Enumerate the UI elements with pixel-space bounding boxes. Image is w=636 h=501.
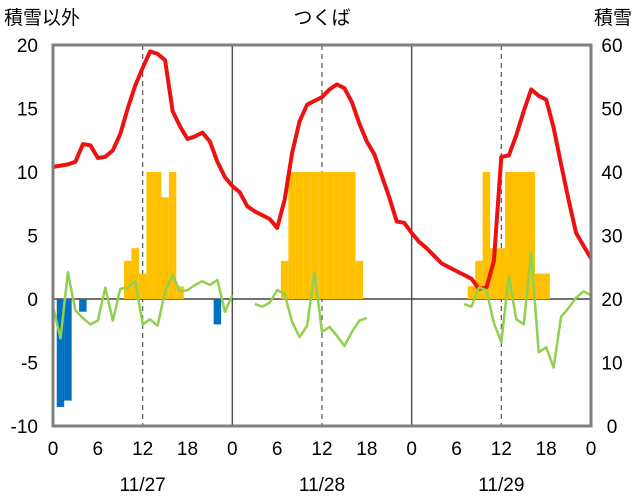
bar bbox=[138, 273, 147, 299]
x-tick-label: 0 bbox=[227, 439, 238, 460]
right-tick-label: 50 bbox=[601, 100, 622, 121]
left-tick-label: -5 bbox=[21, 354, 38, 375]
bar-series bbox=[56, 172, 550, 407]
left-tick-label: 5 bbox=[27, 227, 38, 248]
bar bbox=[542, 273, 550, 299]
bar bbox=[79, 299, 87, 312]
bar bbox=[56, 299, 65, 407]
day-label: 11/29 bbox=[478, 475, 524, 496]
x-tick-label: 0 bbox=[586, 439, 597, 460]
right-tick-label: 20 bbox=[601, 290, 622, 311]
bar bbox=[348, 172, 356, 299]
bar bbox=[64, 299, 72, 401]
bar bbox=[213, 299, 222, 325]
bar bbox=[355, 260, 364, 299]
x-tick-label: 12 bbox=[311, 439, 332, 460]
bar bbox=[475, 260, 483, 299]
x-tick-label: 12 bbox=[491, 439, 512, 460]
x-tick-label: 18 bbox=[536, 439, 557, 460]
right-tick-label: 40 bbox=[601, 163, 622, 184]
bar bbox=[161, 197, 169, 299]
bar bbox=[505, 172, 513, 299]
x-tick-label: 18 bbox=[356, 439, 377, 460]
day-label: 11/27 bbox=[120, 475, 166, 496]
bar bbox=[280, 260, 289, 299]
bar bbox=[131, 248, 139, 299]
bar bbox=[303, 172, 311, 299]
x-tick-label: 6 bbox=[272, 439, 283, 460]
left-tick-label: 10 bbox=[17, 163, 38, 184]
right-tick-label: 10 bbox=[601, 354, 622, 375]
bar bbox=[333, 172, 341, 299]
right-tick-label: 60 bbox=[601, 36, 622, 57]
bar bbox=[310, 172, 319, 299]
bar bbox=[153, 172, 162, 299]
x-tick-label: 6 bbox=[93, 439, 104, 460]
x-tick-label: 0 bbox=[48, 439, 59, 460]
bar bbox=[325, 172, 334, 299]
bar bbox=[318, 172, 326, 299]
bar bbox=[527, 172, 535, 299]
day-label: 11/28 bbox=[299, 475, 345, 496]
left-tick-label: -10 bbox=[11, 417, 38, 438]
series-line bbox=[51, 250, 592, 369]
bar bbox=[295, 172, 304, 299]
chart-title: つくば bbox=[293, 7, 350, 29]
bar bbox=[534, 273, 543, 299]
series-line bbox=[52, 49, 593, 291]
x-tick-label: 18 bbox=[177, 439, 198, 460]
bar bbox=[340, 172, 349, 299]
left-axis-title: 積雪以外 bbox=[4, 7, 80, 29]
left-tick-label: 0 bbox=[27, 290, 38, 311]
right-tick-label: 30 bbox=[601, 227, 622, 248]
bar bbox=[497, 248, 506, 299]
bar bbox=[123, 260, 132, 299]
bar bbox=[467, 286, 476, 299]
line-series bbox=[51, 49, 593, 369]
bar bbox=[482, 172, 491, 299]
plot-frame bbox=[51, 43, 593, 428]
x-tick-label: 6 bbox=[451, 439, 462, 460]
bar bbox=[176, 286, 184, 299]
right-axis-title: 積雪 bbox=[594, 7, 632, 29]
x-tick-label: 12 bbox=[132, 439, 153, 460]
left-tick-label: 20 bbox=[17, 36, 38, 57]
bar bbox=[490, 248, 498, 299]
bar bbox=[146, 172, 154, 299]
x-tick-label: 0 bbox=[406, 439, 417, 460]
bar bbox=[520, 172, 528, 299]
left-tick-label: 15 bbox=[17, 100, 38, 121]
right-tick-label: 0 bbox=[607, 417, 618, 438]
bar bbox=[168, 172, 177, 299]
bar bbox=[512, 172, 521, 299]
bar bbox=[288, 172, 296, 299]
